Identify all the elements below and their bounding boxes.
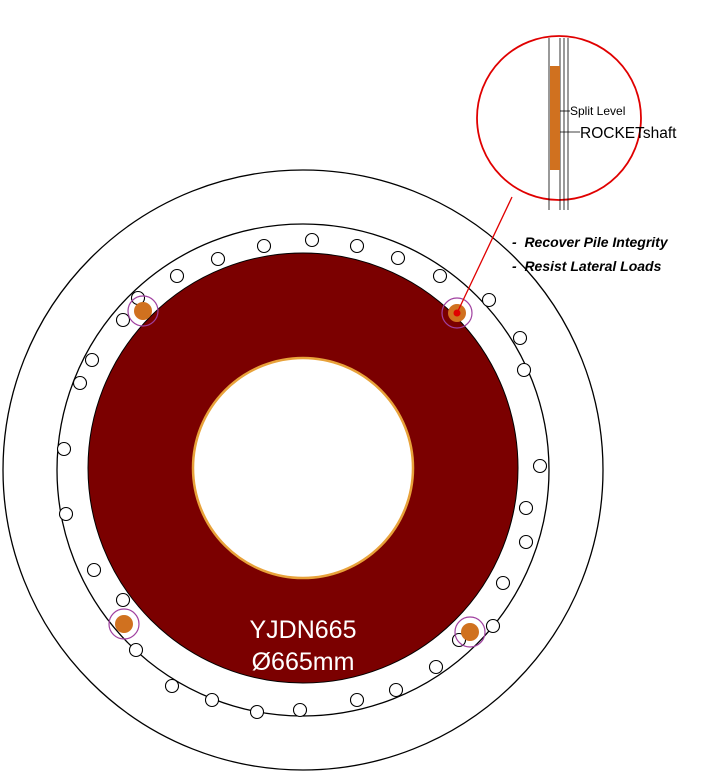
bolt-hole bbox=[485, 618, 501, 634]
pile-hollow-core bbox=[191, 356, 415, 580]
bolt-hole bbox=[115, 312, 131, 328]
bolt-hole bbox=[256, 238, 272, 254]
bolt-hole bbox=[390, 250, 406, 266]
bolt-hole bbox=[128, 642, 144, 658]
rocketshaft-marker bbox=[115, 615, 133, 633]
bolt-hole bbox=[532, 458, 548, 474]
bolt-hole bbox=[518, 534, 534, 550]
bolt-hole bbox=[210, 251, 226, 267]
rocketshaft-marker-ring bbox=[108, 608, 140, 640]
bolt-hole bbox=[349, 692, 365, 708]
bolt-hole bbox=[512, 330, 528, 346]
bolt-hole bbox=[428, 659, 444, 675]
bolt-hole bbox=[516, 362, 532, 378]
bolt-hole bbox=[204, 692, 220, 708]
rocketshaft-section bbox=[550, 66, 560, 170]
bolt-hole bbox=[304, 232, 320, 248]
bolt-hole bbox=[495, 575, 511, 591]
pile-diameter-label: Ø665mm bbox=[252, 648, 355, 676]
benefit-item-1: - Recover Pile Integrity bbox=[512, 234, 669, 250]
bolt-hole bbox=[249, 704, 265, 720]
rocketshaft-marker-ring bbox=[454, 616, 486, 648]
callout-target-dot bbox=[453, 309, 461, 317]
callout-pile-section bbox=[548, 38, 580, 210]
rocketshaft-marker bbox=[134, 302, 152, 320]
bolt-hole bbox=[86, 562, 102, 578]
outer-boundary-circle bbox=[2, 169, 604, 771]
bolt-hole bbox=[432, 268, 448, 284]
benefit-item-2: - Resist Lateral Loads bbox=[512, 258, 662, 274]
rocketshaft-label: ROCKETshaft bbox=[580, 125, 677, 142]
rocketshaft-marker-ring bbox=[441, 297, 473, 329]
bolt-hole bbox=[169, 268, 185, 284]
bolt-hole bbox=[164, 678, 180, 694]
rocketshaft-marker-ring bbox=[127, 295, 159, 327]
bolt-hole bbox=[292, 702, 308, 718]
bolt-hole bbox=[56, 441, 72, 457]
split-level-label: Split Level bbox=[570, 104, 625, 118]
bolt-hole bbox=[84, 352, 100, 368]
callout-leader-line bbox=[456, 196, 513, 314]
bolt-hole bbox=[72, 375, 88, 391]
bolt-hole bbox=[518, 500, 534, 516]
bolt-hole bbox=[58, 506, 74, 522]
bolt-hole bbox=[388, 682, 404, 698]
bolt-hole bbox=[349, 238, 365, 254]
bolt-hole bbox=[115, 592, 131, 608]
bolt-hole-ring bbox=[56, 232, 548, 720]
rocketshaft-marker bbox=[461, 623, 479, 641]
pile-model-label: YJDN665 bbox=[250, 616, 357, 644]
bolt-hole bbox=[481, 292, 497, 308]
